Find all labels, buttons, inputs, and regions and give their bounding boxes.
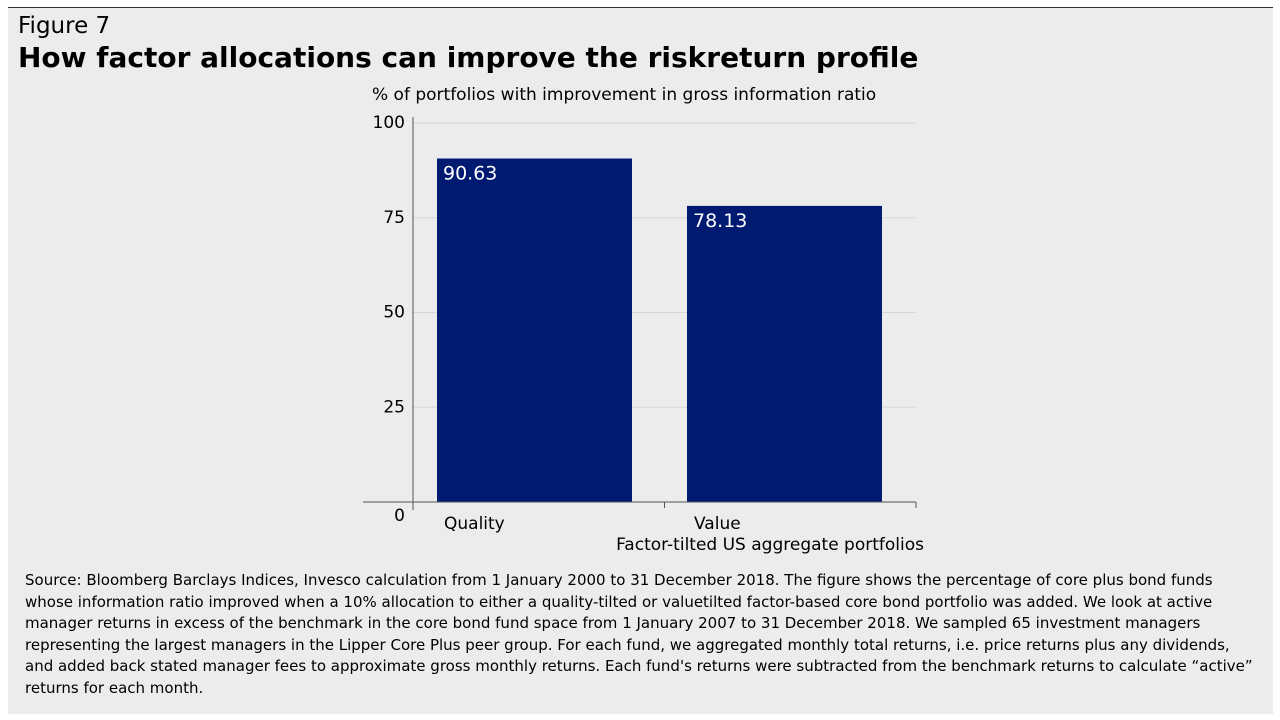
figure-title: How factor allocations can improve the r…	[18, 41, 919, 74]
y-tick-label-0: 0	[394, 506, 405, 526]
bar-value	[687, 205, 882, 502]
y-tick-label-25: 25	[383, 397, 405, 417]
chart-subtitle: % of portfolios with improvement in gros…	[372, 85, 876, 105]
y-tick-label-100: 100	[373, 113, 405, 133]
x-tick-label-quality: Quality	[444, 514, 505, 534]
bars	[437, 158, 882, 502]
source-note: Source: Bloomberg Barclays Indices, Inve…	[25, 571, 1253, 697]
figure-label: Figure 7	[18, 13, 111, 39]
bar-chart: % of portfolios with improvement in gros…	[363, 85, 924, 555]
figure-panel: Figure 7 How factor allocations can impr…	[8, 7, 1273, 714]
labels: 0 25 50 75 100 90.63 Quality 78.13 Value	[373, 113, 748, 534]
data-label-value: 78.13	[693, 210, 747, 232]
data-label-quality: 90.63	[443, 163, 497, 185]
y-tick-label-50: 50	[383, 303, 405, 323]
bar-quality	[437, 158, 632, 502]
x-tick-label-value: Value	[694, 514, 741, 534]
axes	[363, 117, 917, 510]
y-tick-label-75: 75	[383, 208, 405, 228]
x-axis-label: Factor-tilted US aggregate portfolios	[616, 535, 924, 555]
